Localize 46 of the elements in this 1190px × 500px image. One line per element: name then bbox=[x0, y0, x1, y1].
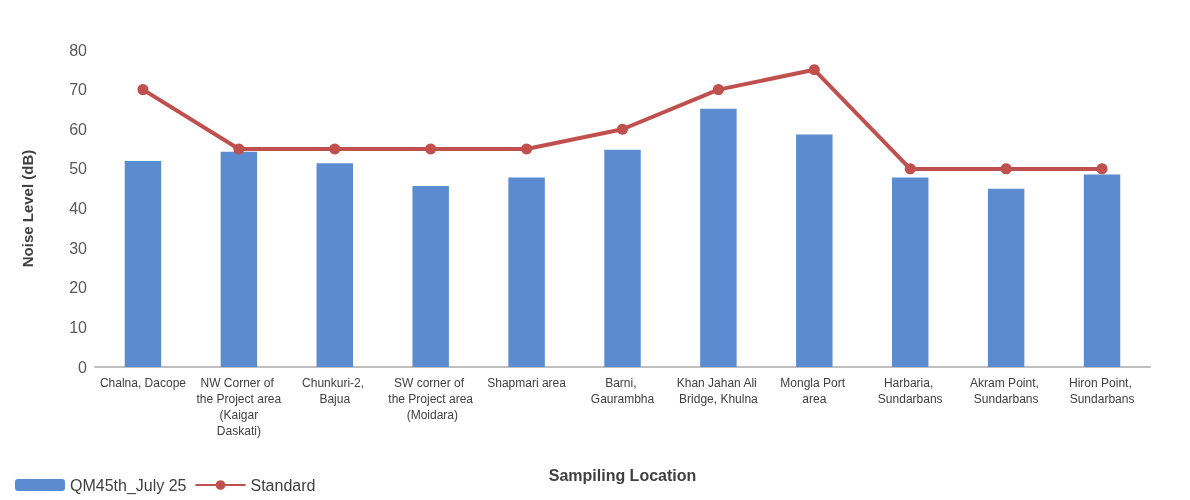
x-tick-label: Khan Jahan Ali Bridge, Khulna bbox=[676, 376, 761, 406]
y-tick-label: 20 bbox=[69, 279, 88, 297]
y-tick-label: 30 bbox=[69, 239, 88, 257]
bar bbox=[124, 160, 162, 367]
x-tick-label: NW Corner of the Project area (Kaigar Daskati) bbox=[196, 376, 282, 438]
point bbox=[329, 143, 341, 155]
x-tick-label: Barni, Gaurambha bbox=[590, 376, 655, 406]
x-tick-label: Mongla Port area bbox=[780, 376, 849, 406]
y-tick-label: 50 bbox=[69, 160, 88, 178]
legend-label: QM45th_July 25 bbox=[70, 476, 187, 495]
x-tick-label: Akram Point, Sundarbans bbox=[970, 376, 1043, 406]
point bbox=[712, 84, 724, 96]
point bbox=[137, 84, 149, 96]
x-tick-label: Hiron Point, Sundarbans bbox=[1069, 376, 1136, 406]
x-axis-title: Sampiling Location bbox=[548, 466, 697, 484]
point bbox=[904, 163, 916, 175]
point bbox=[617, 123, 628, 135]
point bbox=[233, 143, 245, 155]
y-tick-label: 0 bbox=[78, 358, 88, 376]
y-tick-label: 60 bbox=[69, 120, 88, 138]
bar bbox=[508, 177, 545, 367]
y-tick-label: 70 bbox=[69, 81, 88, 99]
point bbox=[1000, 163, 1012, 175]
bar bbox=[220, 151, 258, 367]
x-tick-label: Chunkuri-2, Bajua bbox=[302, 376, 368, 406]
bar bbox=[987, 188, 1025, 367]
bar bbox=[316, 163, 353, 367]
y-tick-label: 10 bbox=[69, 318, 88, 336]
bar bbox=[1083, 174, 1121, 367]
x-tick-label: Shapmari area bbox=[487, 376, 567, 390]
x-tick-label: Chalna, Dacope bbox=[99, 376, 187, 390]
bar bbox=[892, 177, 929, 367]
y-axis-title: Noise Level (dB) bbox=[19, 149, 36, 268]
x-tick-label: SW corner of the Project area (Moidara) bbox=[388, 376, 474, 422]
bar bbox=[412, 185, 449, 367]
point bbox=[425, 143, 437, 155]
y-tick-label: 80 bbox=[69, 41, 88, 59]
point bbox=[1096, 163, 1108, 175]
point bbox=[808, 64, 820, 76]
bar bbox=[700, 108, 737, 367]
bar bbox=[604, 149, 641, 367]
legend-label: Standard bbox=[250, 476, 316, 494]
bar bbox=[796, 134, 833, 367]
y-tick-label: 40 bbox=[69, 200, 88, 217]
x-tick-label: Harbaria, Sundarbans bbox=[877, 376, 943, 406]
point bbox=[521, 143, 533, 155]
